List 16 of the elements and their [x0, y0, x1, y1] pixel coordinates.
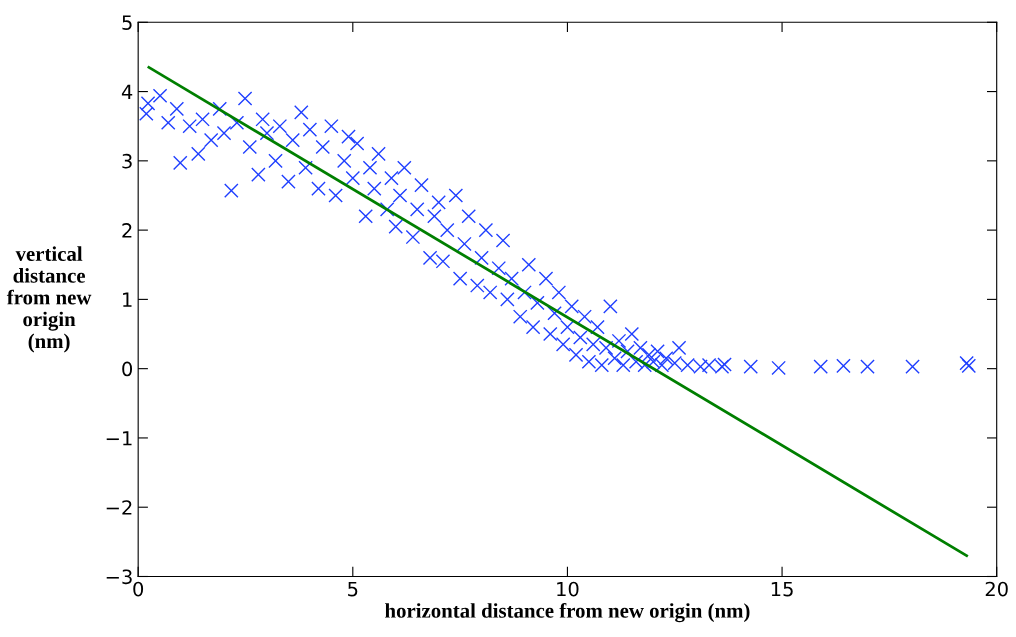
y-tick-label: 0	[122, 361, 133, 377]
y-axis-title: vertical distance from new origin (nm)	[6, 246, 92, 353]
x-tick-label: 10	[557, 581, 579, 597]
y-tick-label: 3	[122, 153, 132, 169]
y-tick-label: 1	[123, 292, 132, 307]
y-tick-label: 2	[122, 223, 132, 238]
y-tick-label: −2	[106, 500, 132, 515]
y-tick-label: 5	[122, 15, 132, 30]
x-tick-label: 20	[985, 581, 1008, 597]
x-tick-label: 0	[133, 581, 144, 597]
y-tick-label: −3	[106, 569, 132, 585]
x-tick-label: 15	[771, 581, 793, 597]
x-axis-title: horizontal distance from new origin (nm)	[385, 602, 750, 623]
y-tick-label: −1	[106, 431, 132, 446]
x-tick-label: 5	[348, 581, 358, 597]
y-tick-label: 4	[121, 84, 133, 99]
